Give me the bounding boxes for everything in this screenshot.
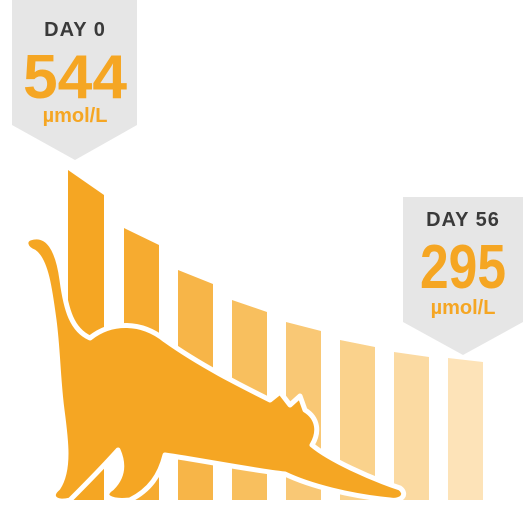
day-label: DAY 0: [44, 19, 106, 41]
bar: [394, 352, 429, 500]
value-label: 544: [23, 43, 128, 112]
value-label: 295: [420, 233, 506, 302]
unit-label: µmol/L: [431, 297, 496, 319]
unit-label: µmol/L: [43, 105, 108, 127]
callout-day-56: DAY 56 295 µmol/L: [403, 197, 523, 355]
bar: [448, 358, 483, 500]
callout-day-0: DAY 0 544 µmol/L: [12, 0, 137, 160]
day-label: DAY 56: [426, 209, 500, 231]
infographic: DAY 0 544 µmol/L DAY 56 295 µmol/L: [0, 0, 523, 509]
